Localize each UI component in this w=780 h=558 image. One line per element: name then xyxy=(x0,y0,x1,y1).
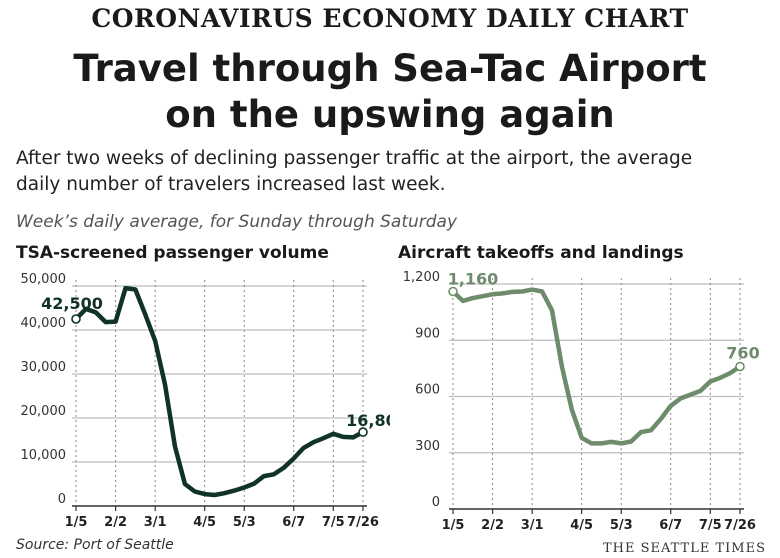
aircraft-operations-chart: 0 300 600 900 1,200 1/5 2/2 3/1 4/5 5/3 6/7 7/5 7/26… xyxy=(403,270,760,534)
intro-text: After two weeks of declining passenger t… xyxy=(16,146,766,198)
aircraft-xtick-label: 2/2 xyxy=(481,518,504,533)
passengers-xtick-label: 7/5 xyxy=(322,515,345,530)
aircraft-xtick-label: 4/5 xyxy=(570,518,593,533)
passengers-ytick-label: 20,000 xyxy=(21,404,67,419)
passengers-xtick-label: 5/3 xyxy=(233,515,256,530)
passengers-value-label: 16,800 xyxy=(346,411,390,430)
aircraft-chart-title: Aircraft takeoffs and landings xyxy=(398,243,684,263)
aircraft-value-label: 760 xyxy=(726,344,759,363)
passengers-endpoint-marker xyxy=(71,314,81,324)
passengers-xtick-label: 3/1 xyxy=(144,515,167,530)
aircraft-ytick-label: 300 xyxy=(415,439,440,454)
passenger-volume-chart: 0 10,000 20,000 30,000 40,000 50,000 1/5 2/2 3/1… xyxy=(21,272,391,530)
publisher-credit: THE SEATTLE TIMES xyxy=(602,541,766,556)
aircraft-xtick-label: 7/5 xyxy=(699,518,722,533)
kicker: CORONAVIRUS ECONOMY DAILY CHART xyxy=(91,4,689,33)
aircraft-xtick-label: 3/1 xyxy=(521,518,544,533)
aircraft-ytick-label: 600 xyxy=(415,383,440,398)
passengers-series-line xyxy=(73,285,366,498)
source-note: Source: Port of Seattle xyxy=(16,537,174,553)
passenger-chart-title: TSA-screened passenger volume xyxy=(16,243,329,263)
aircraft-series-line xyxy=(450,287,743,446)
passengers-xtick-label: 7/26 xyxy=(347,515,379,530)
headline: Travel through Sea-Tac Airport on the up… xyxy=(0,46,780,138)
passengers-ytick-label: 0 xyxy=(58,492,66,507)
passengers-ytick-label: 50,000 xyxy=(21,272,67,287)
aircraft-xtick-label: 6/7 xyxy=(659,518,682,533)
passengers-xtick-label: 6/7 xyxy=(282,515,305,530)
passengers-ytick-label: 10,000 xyxy=(21,448,67,463)
passengers-xtick-label: 2/2 xyxy=(104,515,127,530)
passengers-xtick-label: 4/5 xyxy=(193,515,216,530)
passengers-endpoint-marker xyxy=(358,427,368,437)
aircraft-ytick-label: 0 xyxy=(432,495,440,510)
aircraft-xtick-label: 7/26 xyxy=(724,518,756,533)
intro-line-1: After two weeks of declining passenger t… xyxy=(16,148,693,169)
passengers-ytick-label: 40,000 xyxy=(21,316,67,331)
headline-line-2: on the upswing again xyxy=(165,93,615,136)
passengers-xtick-label: 1/5 xyxy=(65,515,88,530)
passengers-value-label: 42,500 xyxy=(41,294,103,313)
aircraft-endpoint-marker xyxy=(735,361,745,372)
aircraft-xtick-label: 1/5 xyxy=(442,518,465,533)
aircraft-value-label: 1,160 xyxy=(448,270,499,289)
aircraft-xtick-label: 5/3 xyxy=(610,518,633,533)
chart-subtitle: Week’s daily average, for Sunday through… xyxy=(16,212,458,232)
headline-line-1: Travel through Sea-Tac Airport xyxy=(73,47,707,90)
passengers-ytick-label: 30,000 xyxy=(21,360,67,375)
intro-line-2: daily number of travelers increased last… xyxy=(16,174,446,195)
aircraft-ytick-label: 1,200 xyxy=(403,270,440,285)
aircraft-endpoint-marker xyxy=(448,286,458,297)
aircraft-ytick-label: 900 xyxy=(415,326,440,341)
